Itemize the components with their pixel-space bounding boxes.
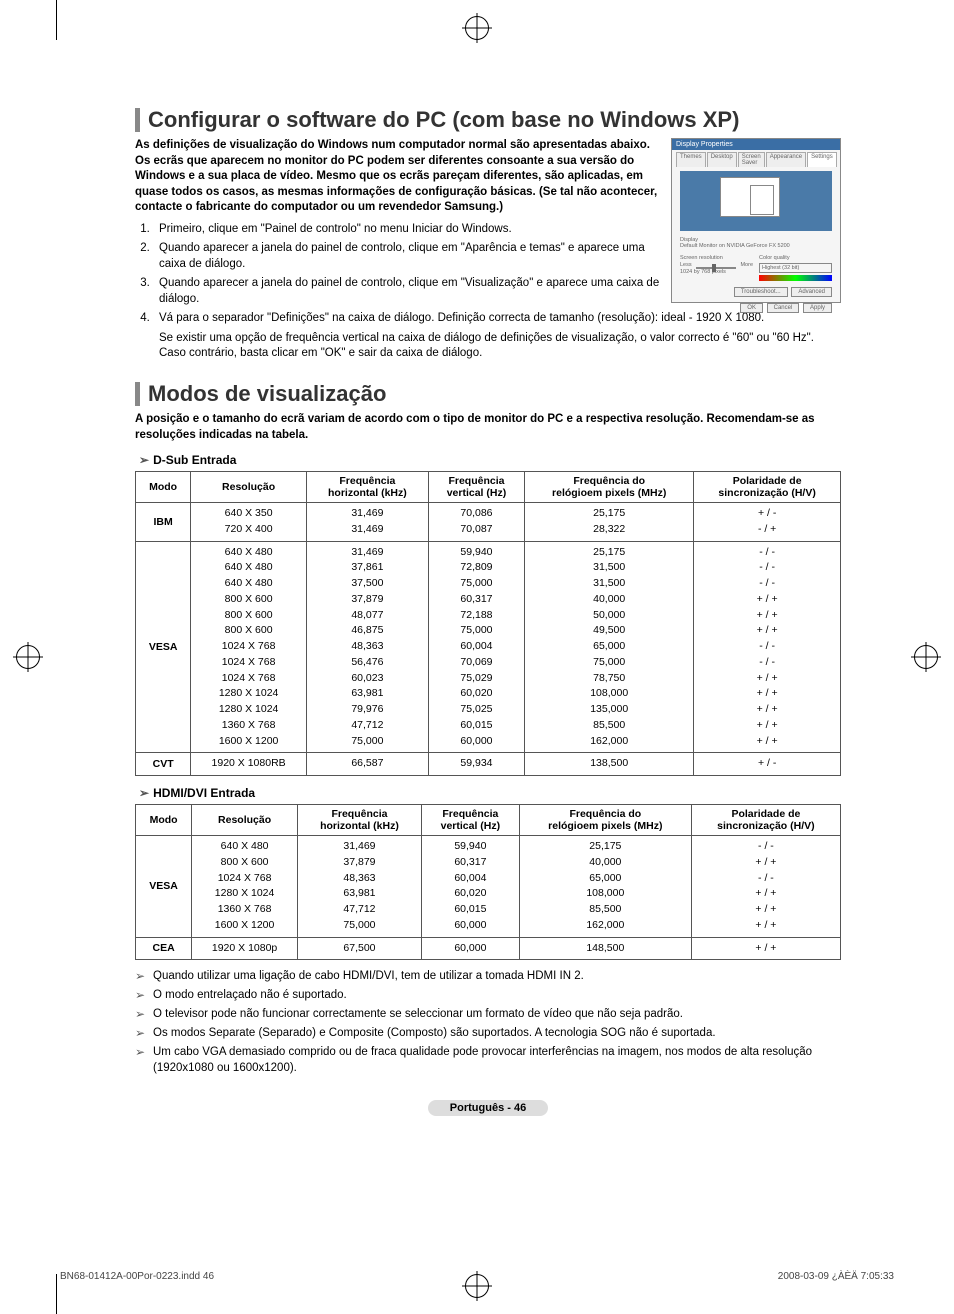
crop-mark	[56, 1274, 57, 1314]
table-header: Frequência vertical (Hz)	[421, 805, 519, 836]
footer-timestamp: 2008-03-09 ¿ÀÈÄ 7:05:33	[778, 1271, 894, 1282]
table-data-cell: + / -- / +	[694, 503, 841, 542]
dialog-titlebar: Display Properties	[672, 139, 840, 150]
crop-mark	[56, 0, 57, 40]
footer-filename: BN68-01412A-00Por-0223.indd 46	[60, 1271, 214, 1282]
table-header: Frequência do relógioem pixels (MHz)	[519, 805, 691, 836]
section2-title: Modos de visualização	[135, 382, 841, 406]
table-hdmi: ModoResoluçãoFrequência horizontal (kHz)…	[135, 804, 841, 960]
table-data-cell: 59,94060,31760,00460,02060,01560,000	[421, 836, 519, 938]
table-header: Frequência do relógioem pixels (MHz)	[525, 472, 694, 503]
note-item: ➢O televisor pode não funcionar correcta…	[135, 1006, 841, 1023]
dialog-display-label: DisplayDefault Monitor on NVIDIA GeForce…	[672, 235, 840, 251]
table-data-cell: 640 X 480800 X 6001024 X 7681280 X 10241…	[192, 836, 298, 938]
note-text: Os modos Separate (Separado) e Composite…	[153, 1025, 841, 1042]
registration-mark	[16, 645, 40, 669]
arrow-icon: ➢	[135, 987, 153, 1004]
table-header: Frequência horizontal (kHz)	[306, 472, 428, 503]
dialog-button: OK	[740, 303, 763, 313]
note-text: O modo entrelaçado não é suportado.	[153, 987, 841, 1004]
table-header: Polaridade de sincronização (H/V)	[691, 805, 840, 836]
dialog-tab: Themes	[676, 152, 706, 167]
note-item: ➢Um cabo VGA demasiado comprido ou de fr…	[135, 1044, 841, 1076]
table-header: Frequência horizontal (kHz)	[298, 805, 422, 836]
note-item: ➢O modo entrelaçado não é suportado.	[135, 987, 841, 1004]
arrow-icon: ➢	[139, 453, 149, 467]
table-data-cell: - / -- / -- / -+ / ++ / ++ / +- / -- / -…	[694, 541, 841, 753]
note-item: ➢Os modos Separate (Separado) e Composit…	[135, 1025, 841, 1042]
table-header: Polaridade de sincronização (H/V)	[694, 472, 841, 503]
dialog-color-quality: Color quality Highest (32 bit)	[759, 255, 832, 281]
dialog-tab: Desktop	[707, 152, 737, 167]
table-mode-cell: CEA	[136, 937, 192, 960]
table-data-cell: + / +	[691, 937, 840, 960]
table-data-cell: 138,500	[525, 753, 694, 776]
arrow-icon: ➢	[135, 968, 153, 985]
table-data-cell: 31,46937,86137,50037,87948,07746,87548,3…	[306, 541, 428, 753]
notes-list: ➢Quando utilizar uma ligação de cabo HDM…	[135, 968, 841, 1075]
dialog-tab: Settings	[807, 152, 837, 167]
table-dsub: ModoResoluçãoFrequência horizontal (kHz)…	[135, 471, 841, 776]
table-data-cell: + / -	[694, 753, 841, 776]
page-number-pill: Português - 46	[428, 1100, 548, 1116]
tableA-heading: ➢D-Sub Entrada	[139, 453, 841, 467]
table-data-cell: 640 X 480640 X 480640 X 480800 X 600800 …	[191, 541, 307, 753]
page-content: Configurar o software do PC (com base no…	[135, 108, 841, 1116]
dialog-button: Troubleshoot...	[734, 287, 788, 297]
table-data-cell: 148,500	[519, 937, 691, 960]
table-data-cell: 59,934	[428, 753, 524, 776]
note-item: ➢Quando utilizar uma ligação de cabo HDM…	[135, 968, 841, 985]
table-data-cell: - / -+ / +- / -+ / ++ / ++ / +	[691, 836, 840, 938]
note-text: Um cabo VGA demasiado comprido ou de fra…	[153, 1044, 841, 1076]
table-data-cell: 640 X 350720 X 400	[191, 503, 307, 542]
arrow-icon: ➢	[139, 786, 149, 800]
tableB-heading: ➢HDMI/DVI Entrada	[139, 786, 841, 800]
table-data-cell: 59,94072,80975,00060,31772,18875,00060,0…	[428, 541, 524, 753]
dialog-tabs: Themes Desktop Screen Saver Appearance S…	[672, 150, 840, 167]
table-header: Frequência vertical (Hz)	[428, 472, 524, 503]
arrow-icon: ➢	[135, 1044, 153, 1076]
table-data-cell: 1920 X 1080p	[192, 937, 298, 960]
section1-subnote: Se existir uma opção de frequência verti…	[159, 331, 841, 362]
table-data-cell: 66,587	[306, 753, 428, 776]
dialog-tab: Appearance	[766, 152, 806, 167]
table-header: Resolução	[191, 472, 307, 503]
table-data-cell: 67,500	[298, 937, 422, 960]
table-mode-cell: VESA	[136, 836, 192, 938]
table-header: Modo	[136, 472, 191, 503]
dialog-resolution-slider: Screen resolution LessMore 1024 by 768 p…	[680, 255, 753, 281]
table-data-cell: 70,08670,087	[428, 503, 524, 542]
table-data-cell: 25,17531,50031,50040,00050,00049,50065,0…	[525, 541, 694, 753]
table-data-cell: 31,46931,469	[306, 503, 428, 542]
registration-mark	[465, 1274, 489, 1298]
table-mode-cell: VESA	[136, 541, 191, 753]
table-header: Resolução	[192, 805, 298, 836]
registration-mark	[914, 645, 938, 669]
table-data-cell: 31,46937,87948,36363,98147,71275,000	[298, 836, 422, 938]
note-text: O televisor pode não funcionar correctam…	[153, 1006, 841, 1023]
arrow-icon: ➢	[135, 1006, 153, 1023]
section1-title: Configurar o software do PC (com base no…	[135, 108, 841, 132]
registration-mark	[465, 16, 489, 40]
table-mode-cell: IBM	[136, 503, 191, 542]
arrow-icon: ➢	[135, 1025, 153, 1042]
section2-intro: A posição e o tamanho do ecrã variam de …	[135, 412, 841, 443]
dialog-button: Apply	[803, 303, 832, 313]
table-data-cell: 25,17528,322	[525, 503, 694, 542]
dialog-button: Cancel	[767, 303, 800, 313]
dialog-monitor-preview	[680, 171, 832, 231]
table-data-cell: 25,17540,00065,000108,00085,500162,000	[519, 836, 691, 938]
dialog-tab: Screen Saver	[738, 152, 765, 167]
table-data-cell: 1920 X 1080RB	[191, 753, 307, 776]
display-properties-screenshot: Display Properties Themes Desktop Screen…	[671, 138, 841, 303]
dialog-button: Advanced	[791, 287, 832, 297]
table-header: Modo	[136, 805, 192, 836]
table-data-cell: 60,000	[421, 937, 519, 960]
note-text: Quando utilizar uma ligação de cabo HDMI…	[153, 968, 841, 985]
table-mode-cell: CVT	[136, 753, 191, 776]
